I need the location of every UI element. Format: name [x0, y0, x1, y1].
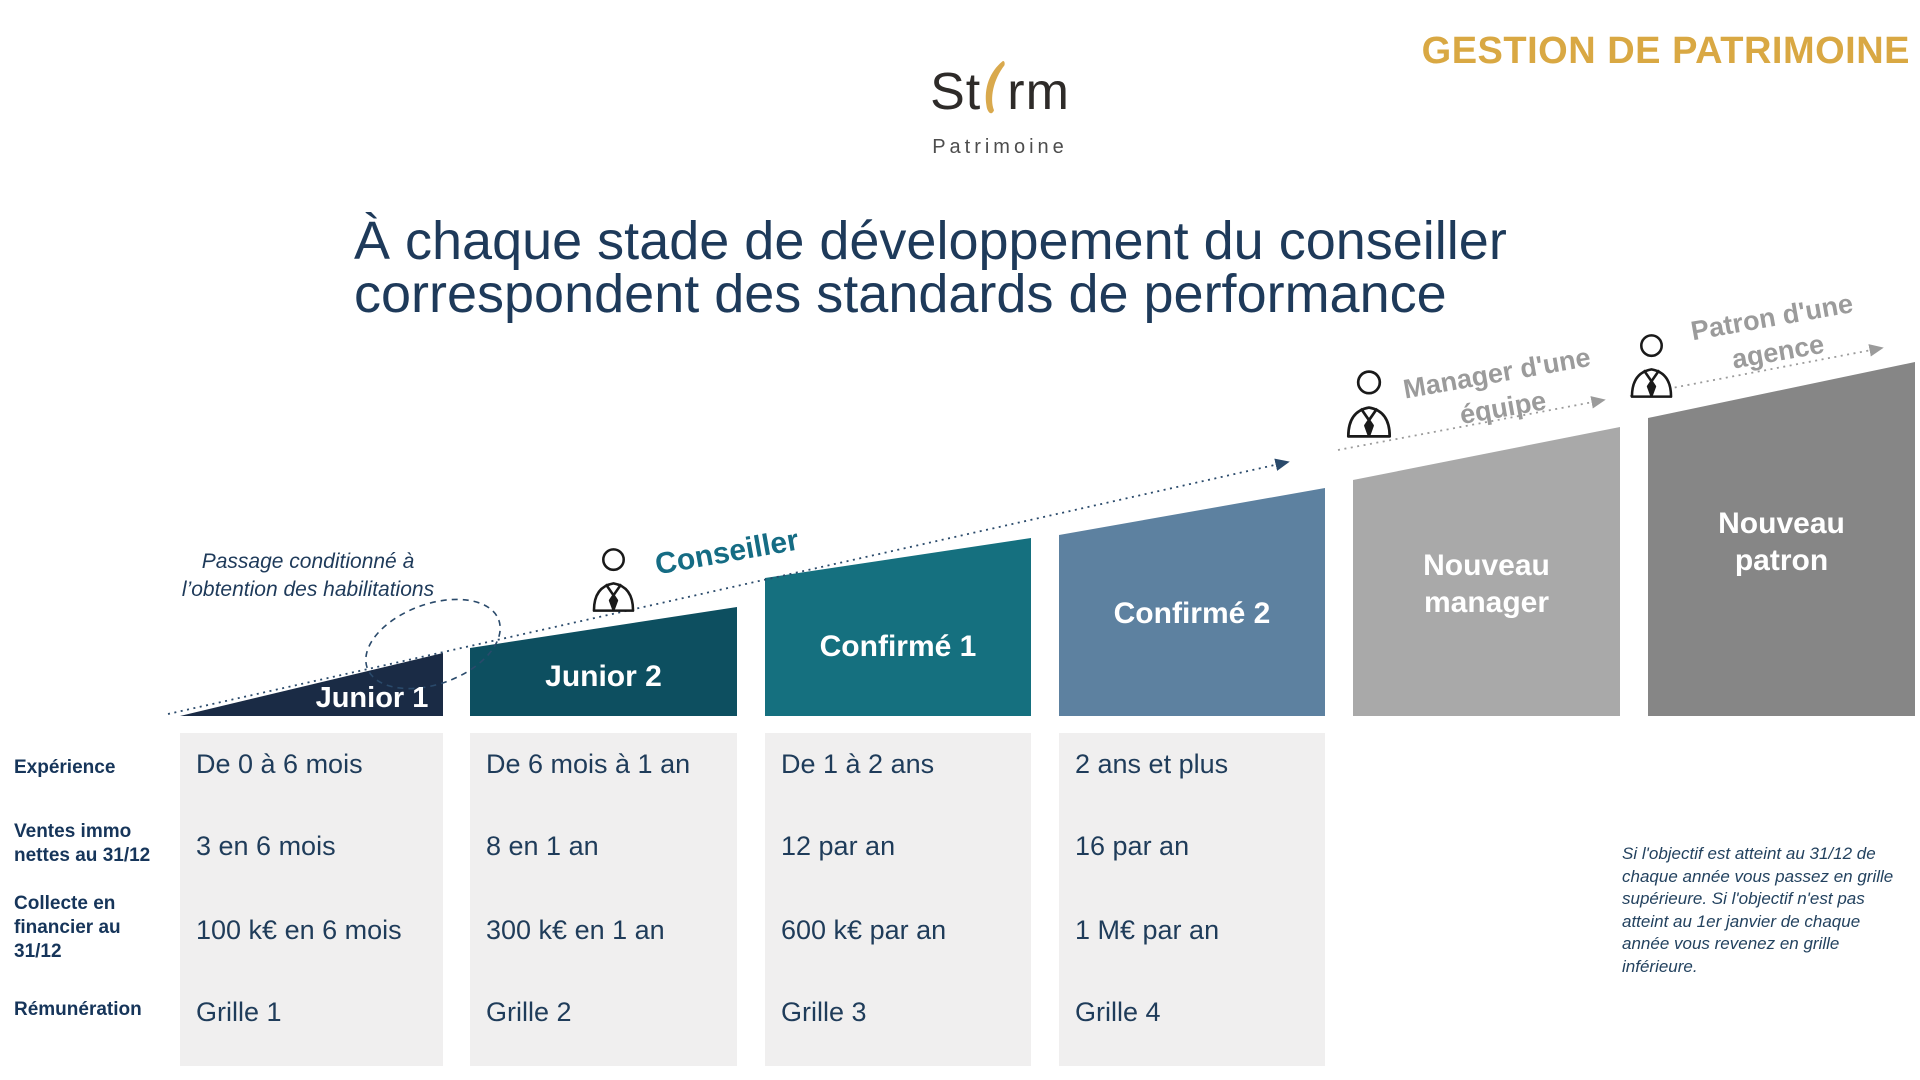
stage-block-manager — [1353, 427, 1620, 716]
stage-label-junior2: Junior 2 — [545, 660, 662, 693]
cell-remuneration-junior1: Grille 1 — [196, 997, 282, 1027]
cell-remuneration-junior2: Grille 2 — [486, 997, 572, 1027]
stage-block-junior1 — [180, 653, 443, 716]
stage-block-patron — [1648, 362, 1915, 716]
cell-experience-junior2: De 6 mois à 1 an — [486, 749, 691, 779]
stage-block-junior2 — [470, 607, 737, 716]
stage-block-confirme1 — [765, 538, 1031, 716]
stage-label-confirme2: Confirmé 2 — [1113, 597, 1271, 630]
habilitation-ellipse — [365, 598, 501, 690]
progression-dotted-line — [167, 458, 1290, 715]
cell-experience-confirme2: 2 ans et plus — [1075, 749, 1229, 779]
passage-condition-note: Passage conditionné à l’obtention des ha… — [181, 550, 435, 601]
stage-label-junior1: Junior 1 — [315, 682, 429, 714]
person-icon-manager — [1346, 370, 1392, 438]
row-label-collecte: Collecte en financier au 31/12 — [14, 893, 121, 962]
cell-remuneration-confirme1: Grille 3 — [781, 997, 867, 1027]
objective-rule-note: Si l'objectif est atteint au 31/12 de ch… — [1622, 844, 1894, 976]
cell-collecte-junior2: 300 k€ en 1 an — [486, 915, 665, 945]
row-label-experience: Expérience — [14, 757, 116, 778]
logo-subtitle: Patrimoine — [932, 136, 1068, 158]
page-title-line2: correspondent des standards de performan… — [354, 264, 1447, 324]
table-column-bg-junior2 — [470, 733, 737, 1066]
brand-tagline: GESTION DE PATRIMOINE — [1421, 30, 1910, 72]
logo-text-left: St — [930, 63, 982, 121]
cell-ventes-junior1: 3 en 6 mois — [196, 831, 336, 861]
stage-label-patron: Nouveau patron — [1718, 507, 1845, 577]
stage-label-manager: Nouveau manager — [1423, 549, 1550, 619]
cell-experience-confirme1: De 1 à 2 ans — [781, 749, 935, 779]
logo-text-right: rm — [1007, 63, 1070, 121]
cell-collecte-junior1: 100 k€ en 6 mois — [196, 915, 402, 945]
stage-label-confirme1: Confirmé 1 — [819, 630, 977, 663]
cell-collecte-confirme2: 1 M€ par an — [1075, 915, 1220, 945]
cell-ventes-confirme2: 16 par an — [1075, 831, 1190, 861]
table-column-bg-confirme1 — [765, 733, 1031, 1066]
person-icon-patron — [1630, 334, 1673, 398]
stage-block-confirme2 — [1059, 488, 1325, 716]
page-title-line1: À chaque stade de développement du conse… — [354, 211, 1507, 271]
logo-swoosh-icon — [986, 61, 1005, 114]
cell-collecte-confirme1: 600 k€ par an — [781, 915, 947, 945]
storm-logo: St rm Patrimoine — [900, 52, 1100, 159]
row-label-ventes-immo: Ventes immo nettes au 31/12 — [14, 821, 151, 866]
cell-remuneration-confirme2: Grille 4 — [1075, 997, 1161, 1027]
cell-ventes-junior2: 8 en 1 an — [486, 831, 599, 861]
row-label-remuneration: Rémunération — [14, 999, 142, 1020]
cell-ventes-confirme1: 12 par an — [781, 831, 896, 861]
table-column-bg-confirme2 — [1059, 733, 1325, 1066]
cell-experience-junior1: De 0 à 6 mois — [196, 749, 363, 779]
table-column-bg-junior1 — [180, 733, 443, 1066]
page-title: À chaque stade de développement du conse… — [354, 214, 1754, 324]
person-icon-conseiller — [592, 548, 635, 612]
